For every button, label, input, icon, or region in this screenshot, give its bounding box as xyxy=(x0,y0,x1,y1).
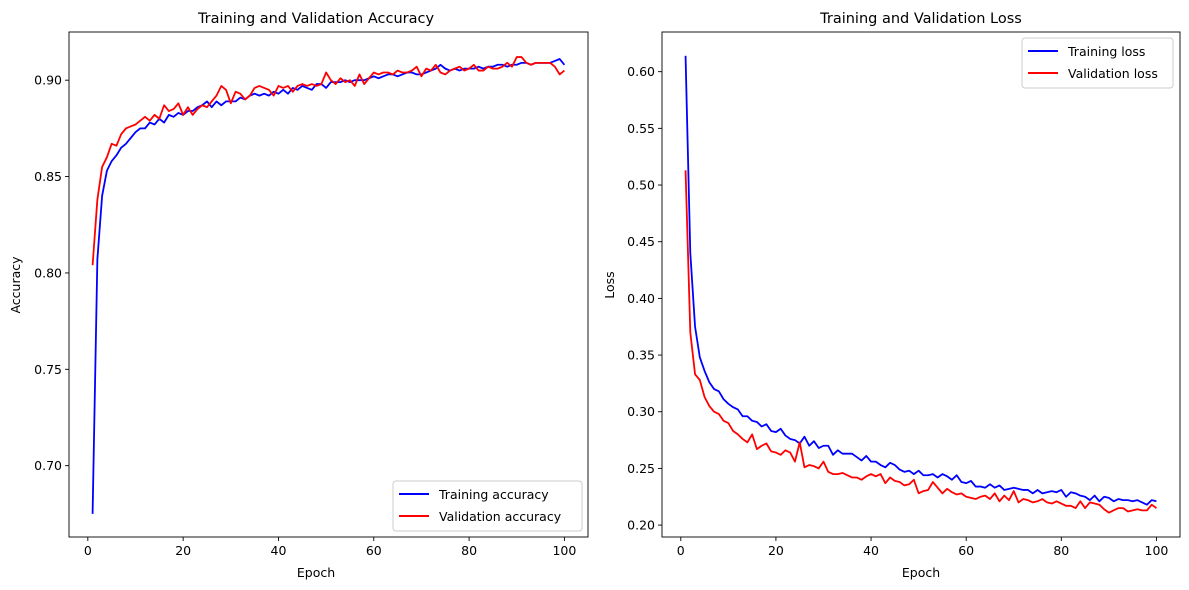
y-tick-label: 0.35 xyxy=(627,348,655,363)
series-line-validation-loss xyxy=(684,170,1157,514)
x-tick-label: 80 xyxy=(1053,543,1069,558)
loss-chart-title: Training and Validation Loss xyxy=(819,11,1022,27)
legend-box xyxy=(392,480,583,532)
x-tick-label: 0 xyxy=(84,543,92,558)
loss-chart-ticks: 0 20 40 60 80 100 0.20 0.25 0.30 0.35 0.40 0.45 0.50… xyxy=(627,64,1168,558)
legend-label-training-loss: Training loss xyxy=(1067,44,1145,59)
x-tick-label: 60 xyxy=(958,543,974,558)
legend-label-validation-loss: Validation loss xyxy=(1068,66,1158,81)
legend-label-validation-accuracy: Validation accuracy xyxy=(439,509,562,524)
y-tick-label: 0.25 xyxy=(627,461,655,476)
accuracy-chart-xlabel: Epoch xyxy=(297,565,335,580)
loss-chart: Training and Validation Loss Epoch Loss … xyxy=(602,11,1181,580)
loss-chart-ylabel: Loss xyxy=(602,271,617,298)
accuracy-chart-legend: Training accuracy Validation accuracy xyxy=(392,480,583,532)
y-tick-label: 0.70 xyxy=(34,458,62,473)
accuracy-chart: Training and Validation Accuracy Epoch A… xyxy=(8,11,589,580)
y-tick-label: 0.50 xyxy=(627,178,655,193)
y-tick-label: 0.20 xyxy=(627,518,655,533)
y-tick-label: 0.80 xyxy=(34,265,62,280)
y-tick-label: 0.40 xyxy=(627,291,655,306)
series-line-training-loss xyxy=(684,55,1157,506)
legend-label-training-accuracy: Training accuracy xyxy=(438,487,549,502)
x-tick-label: 60 xyxy=(366,543,382,558)
x-tick-label: 40 xyxy=(863,543,879,558)
accuracy-chart-title: Training and Validation Accuracy xyxy=(197,11,435,27)
legend-box xyxy=(1021,37,1174,89)
y-tick-label: 0.75 xyxy=(34,362,62,377)
y-tick-label: 0.45 xyxy=(627,234,655,249)
x-tick-label: 20 xyxy=(768,543,784,558)
series-line-validation-accuracy xyxy=(91,56,565,266)
x-tick-label: 80 xyxy=(461,543,477,558)
accuracy-chart-series-lines xyxy=(91,56,566,514)
accuracy-chart-ylabel: Accuracy xyxy=(8,256,23,314)
y-tick-label: 0.90 xyxy=(34,73,62,88)
x-tick-label: 100 xyxy=(552,543,576,558)
loss-chart-frame xyxy=(661,31,1181,538)
x-tick-label: 0 xyxy=(677,543,685,558)
x-tick-label: 100 xyxy=(1145,543,1169,558)
y-tick-label: 0.60 xyxy=(627,64,655,79)
accuracy-chart-frame xyxy=(68,31,589,538)
y-tick-label: 0.30 xyxy=(627,404,655,419)
y-tick-label: 0.55 xyxy=(627,121,655,136)
x-tick-label: 20 xyxy=(175,543,191,558)
accuracy-chart-ticks: 0 20 40 60 80 100 0.70 0.75 0.80 0.85 0.90 xyxy=(34,73,576,558)
y-tick-label: 0.85 xyxy=(34,169,62,184)
x-tick-label: 40 xyxy=(271,543,287,558)
loss-chart-xlabel: Epoch xyxy=(902,565,940,580)
loss-chart-series-lines xyxy=(684,55,1157,514)
loss-chart-legend: Training loss Validation loss xyxy=(1021,37,1174,89)
